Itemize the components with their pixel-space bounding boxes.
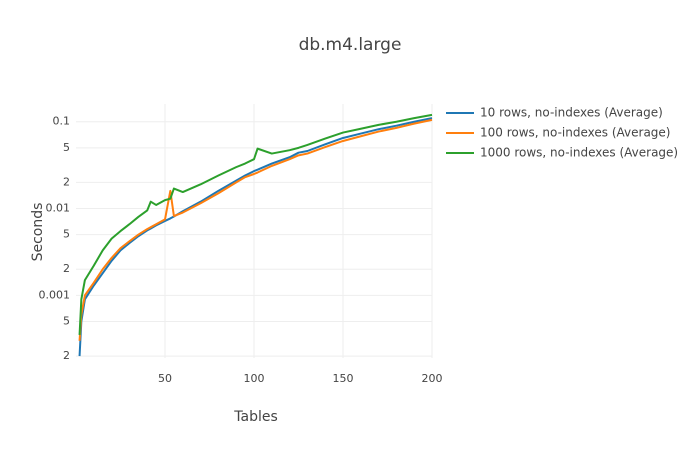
legend-label: 1000 rows, no-indexes (Average)	[480, 146, 678, 160]
y-tick-label: 2	[63, 262, 70, 275]
x-tick-label: 100	[244, 372, 265, 385]
legend-label: 100 rows, no-indexes (Average)	[480, 126, 670, 140]
y-axis-title: Seconds	[30, 203, 46, 262]
y-tick-label: 5	[63, 315, 70, 328]
x-tick-label: 50	[158, 372, 172, 385]
legend-label: 10 rows, no-indexes (Average)	[480, 106, 663, 120]
y-tick-label: 5	[63, 228, 70, 241]
series-line	[78, 118, 433, 341]
chart-title: db.m4.large	[299, 35, 402, 55]
x-tick-label: 200	[422, 372, 443, 385]
y-tick-label: 0.001	[39, 288, 71, 301]
y-tick-label: 0.01	[46, 202, 71, 215]
y-tick-label: 2	[63, 175, 70, 188]
y-tick-label: 0.1	[53, 115, 71, 128]
series-line	[78, 113, 433, 336]
series-line	[78, 117, 433, 357]
x-tick-label: 150	[333, 372, 354, 385]
y-tick-label: 5	[63, 141, 70, 154]
y-tick-label: 2	[63, 349, 70, 362]
x-axis-title: Tables	[233, 409, 278, 425]
